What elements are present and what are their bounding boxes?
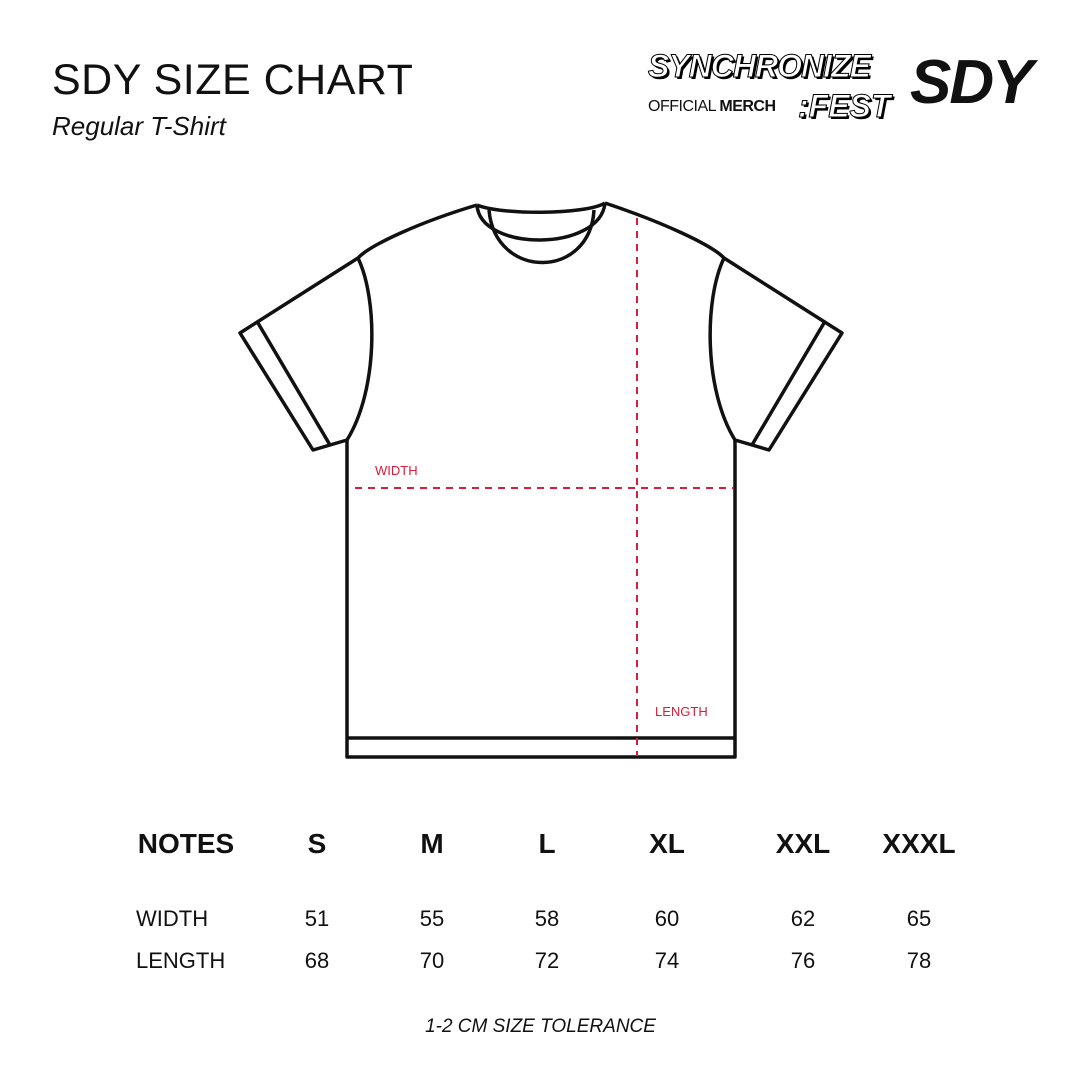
synchronize-fest-logo: SYNCHRONIZE OFFICIAL MERCH :FEST [648, 48, 893, 128]
table-cell: 76 [790, 948, 816, 973]
table-header-size: L [538, 828, 556, 859]
table-cell: 72 [534, 948, 560, 973]
table-header-size: S [307, 828, 327, 859]
table-cell: 68 [304, 948, 330, 973]
table-header-size: XXXL [882, 828, 956, 859]
fest-logo-text: :FEST [797, 88, 891, 125]
table-cell: 70 [419, 948, 445, 973]
width-label: WIDTH [375, 463, 418, 478]
length-label: LENGTH [655, 704, 708, 719]
table-cell: 65 [906, 906, 932, 931]
size-tolerance-note: 1-2 CM SIZE TOLERANCE [425, 1016, 656, 1037]
row-label: WIDTH [136, 906, 209, 931]
table-cell: 60 [654, 906, 680, 931]
tshirt-outline [238, 201, 844, 759]
table-cell: 74 [654, 948, 680, 973]
table-cell: 62 [790, 906, 816, 931]
page-subtitle: Regular T-Shirt [52, 111, 226, 141]
official-merch-text: OFFICIAL MERCH [648, 98, 776, 116]
merch-text: MERCH [719, 98, 776, 115]
row-label: LENGTH [136, 948, 226, 973]
official-text: OFFICIAL [648, 98, 716, 115]
table-cell: 55 [419, 906, 445, 931]
table-header-size: XL [649, 828, 685, 859]
table-header-size: XXL [775, 828, 831, 859]
sdy-logo: SDY [910, 48, 1033, 117]
table-cell: 51 [304, 906, 330, 931]
table-cell: 78 [906, 948, 932, 973]
synchronize-logo-text: SYNCHRONIZE [648, 48, 872, 85]
table-header-notes: NOTES [137, 828, 235, 859]
page-title: SDY SIZE CHART [52, 56, 414, 104]
table-cell: 58 [534, 906, 560, 931]
table-header-size: M [420, 828, 444, 859]
